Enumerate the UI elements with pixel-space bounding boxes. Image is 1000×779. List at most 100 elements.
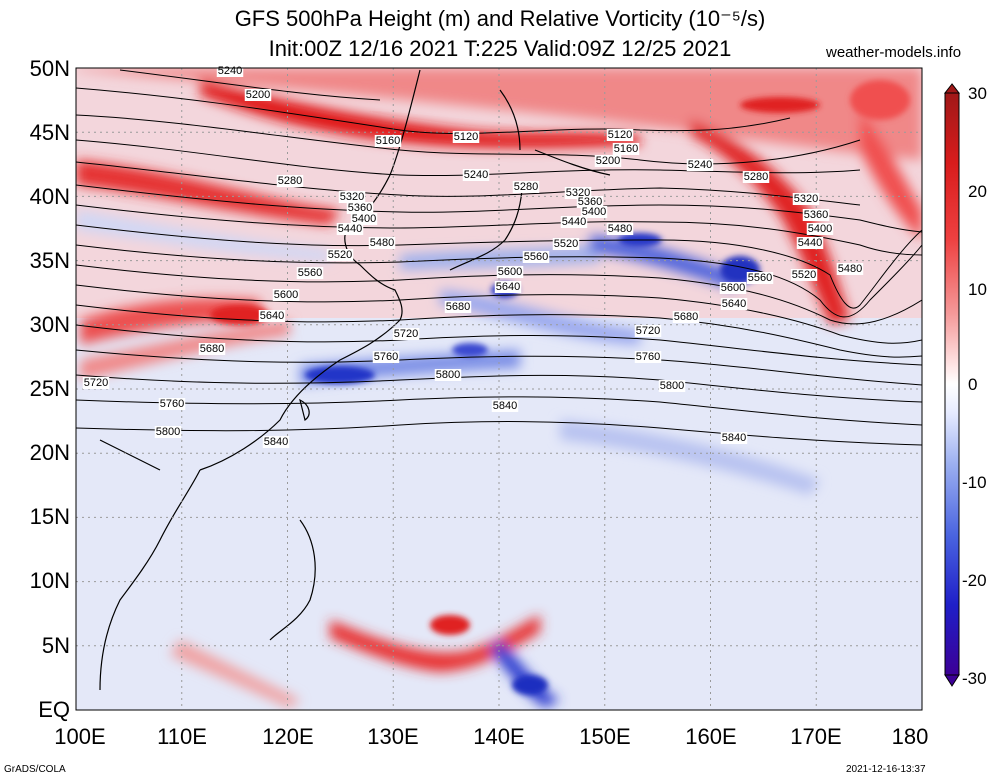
contour-label-mask [719,282,747,294]
contour-label: 5360 [348,202,372,214]
contour-label: 5160 [376,135,400,147]
colorbar-tick-label: 10 [968,280,987,299]
lat-tick-label: EQ [38,697,70,722]
contour-label: 5560 [298,267,322,279]
software-credit: GrADS/COLA [4,764,66,775]
lat-tick-label: 35N [30,248,70,273]
contour-label-mask [198,343,226,355]
contour-label-mask [374,135,402,147]
contour-label-mask [792,193,820,205]
latitude-axis: 50N 45N 40N 35N 30N 25N 20N 15N 10N 5N E… [30,56,70,722]
contour-label-mask [434,369,462,381]
contour-label-mask [790,269,818,281]
colorbar: 30 20 10 0 -10 -20 -30 [943,83,987,688]
colorbar-scale [944,92,960,676]
contour-label: 5640 [722,298,746,310]
colorbar-tick-label: 30 [968,84,987,103]
contour-label-mask [494,281,522,293]
contour-label-mask [552,238,580,250]
contour-label-mask [522,251,550,263]
contour-label: 5760 [374,351,398,363]
contour-label: 5760 [160,398,184,410]
contour-label-mask [806,223,834,235]
contour-label: 5480 [608,223,632,235]
lat-tick-label: 50N [30,56,70,81]
contour-label: 5480 [370,237,394,249]
contour-label: 5280 [278,175,302,187]
contour-label: 5200 [246,89,270,101]
lon-tick-label: 150E [579,724,630,749]
contour-label-mask [338,191,366,203]
generation-timestamp: 2021-12-16-13:37 [846,764,926,775]
chart-title: GFS 500hPa Height (m) and Relative Vorti… [234,6,766,31]
lat-tick-label: 20N [30,440,70,465]
contour-label-mask [262,436,290,448]
contour-label: 5600 [498,266,522,278]
contour-label: 5560 [524,251,548,263]
contour-label: 5320 [340,191,364,203]
contour-label: 5240 [688,159,712,171]
contour-label-mask [658,380,686,392]
contour-label: 5520 [554,238,578,250]
contour-label-mask [276,175,304,187]
contour-label-mask [372,351,400,363]
contour-label-mask [746,272,774,284]
colorbar-bottom-arrow [944,674,960,687]
contour-label-mask [444,301,472,313]
contour-label-mask [496,266,524,278]
lon-tick-label: 170E [790,724,841,749]
contour-label-mask [82,377,110,389]
contour-label-mask [346,202,374,214]
lat-tick-label: 30N [30,312,70,337]
lat-tick-label: 25N [30,376,70,401]
contour-label-mask [802,209,830,221]
chart-subtitle: Init:00Z 12/16 2021 T:225 Valid:09Z 12/2… [268,36,732,61]
colorbar-tick-label: -20 [962,571,987,590]
contour-label: 5600 [721,282,745,294]
contour-label-mask [158,398,186,410]
contour-label: 5800 [156,426,180,438]
contour-label: 5440 [562,216,586,228]
contour-labels: 5240 5200 5160 5120 5120 5160 5200 5240 … [82,65,864,448]
lat-tick-label: 5N [42,633,70,658]
contour-label: 5840 [264,436,288,448]
contour-label: 5640 [260,310,284,322]
contour-label-mask [672,311,700,323]
contour-label: 5520 [328,249,352,261]
contour-label: 5440 [338,223,362,235]
colorbar-tick-label: -30 [962,669,987,688]
contour-label-mask [258,310,286,322]
contour-label: 5360 [804,209,828,221]
contour-label-mask [462,169,490,181]
lat-tick-label: 15N [30,504,70,529]
contour-label-mask [580,206,608,218]
contour-label-mask [576,196,604,208]
lon-tick-label: 140E [473,724,524,749]
contour-label-mask [296,267,324,279]
colorbar-top-arrow [943,83,961,94]
contour-label: 5560 [748,272,772,284]
contour-label-mask [606,223,634,235]
contour-label-mask [326,249,354,261]
contour-label: 5280 [744,171,768,183]
contour-label-mask [368,237,396,249]
contour-label: 5120 [608,129,632,141]
colorbar-tick-label: -10 [962,473,987,492]
lat-tick-label: 10N [30,568,70,593]
contour-label-mask [796,237,824,249]
contour-label: 5800 [436,369,460,381]
contour-label: 5720 [84,377,108,389]
contour-label: 5240 [218,65,242,77]
contour-label: 5400 [352,213,376,225]
lon-tick-label: 120E [262,724,313,749]
contour-label: 5280 [514,181,538,193]
map-frame [75,67,923,711]
contour-label-mask [742,171,770,183]
contour-label: 5760 [636,351,660,363]
longitude-axis: 100E 110E 120E 130E 140E 150E 160E 170E … [54,724,928,749]
contour-label: 5200 [596,155,620,167]
contour-label: 5400 [808,223,832,235]
contour-label: 5480 [838,263,862,275]
lon-tick-label: 100E [54,724,105,749]
